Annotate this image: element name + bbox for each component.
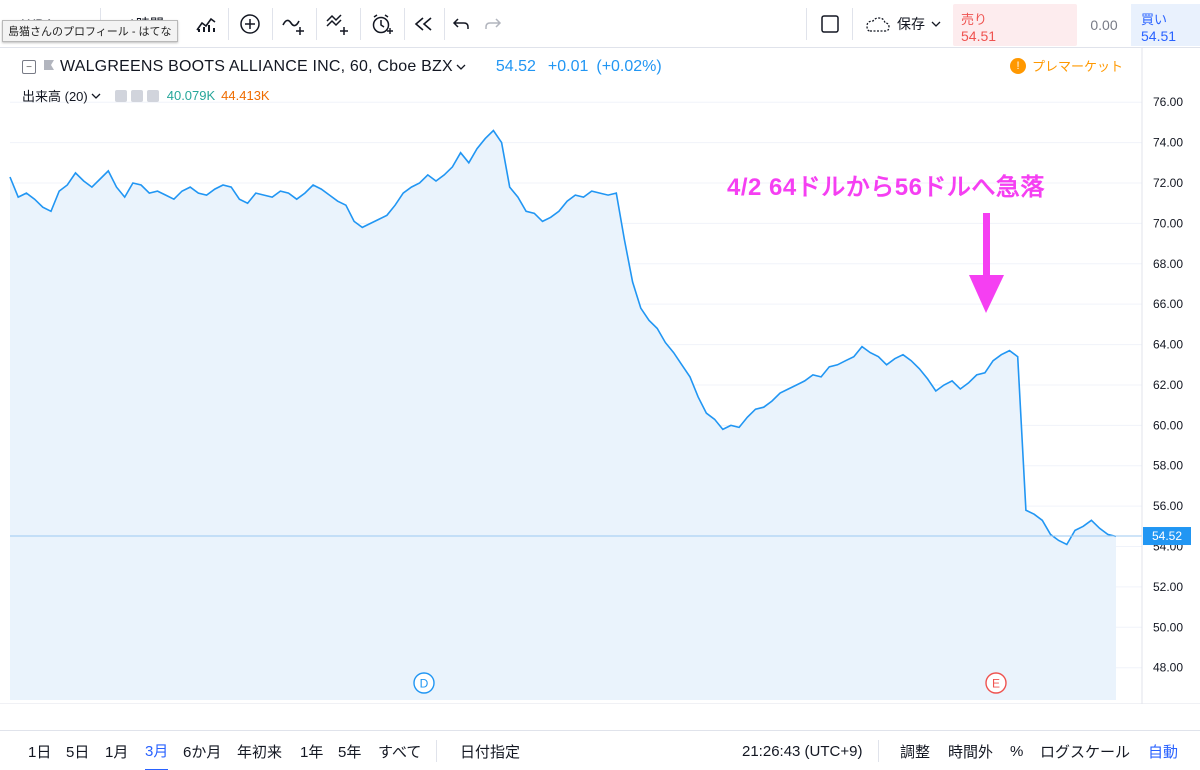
replay-icon[interactable] <box>406 0 442 48</box>
range-ytd[interactable]: 年初来 <box>237 743 283 761</box>
range-all[interactable]: すべて <box>378 743 422 761</box>
event-marker-label: D <box>420 677 429 691</box>
strategy-icon[interactable] <box>318 0 358 48</box>
volume-value: 40.079K <box>166 88 216 103</box>
sell-button[interactable]: 売り 54.51 <box>953 4 1077 46</box>
price-chart[interactable]: 48.0050.0052.0054.0056.0058.0060.0062.00… <box>0 48 1200 704</box>
price-area-fill <box>10 130 1116 700</box>
range-3m[interactable]: 3月 <box>145 731 169 770</box>
spread-value: 0.00 <box>1090 17 1118 33</box>
event-marker-circle <box>985 672 1007 694</box>
range-1y[interactable]: 1年 <box>300 743 324 761</box>
annotation-text: 4/2 64ドルから56ドルへ急落 <box>727 174 1045 201</box>
volume-ma-value: 44.413K <box>221 88 270 103</box>
undo-icon[interactable] <box>446 0 476 48</box>
settings-icon[interactable] <box>130 89 143 102</box>
price-tick-label: 64.00 <box>1153 338 1183 352</box>
volume-label: 出来高 (20) <box>22 89 88 104</box>
bottom-divider <box>878 740 879 762</box>
alert-clock-icon[interactable] <box>362 0 402 48</box>
range-1d[interactable]: 1日 <box>28 743 52 761</box>
price-tick-label: 68.00 <box>1153 257 1183 271</box>
toolbar-divider <box>228 8 229 40</box>
adjust-toggle[interactable]: 調整 <box>900 743 931 761</box>
bottom-toolbar: 1日 5日 1月 3月 6か月 年初来 1年 5年 すべて 日付指定 21:26… <box>0 730 1200 770</box>
legend-title: WALGREENS BOOTS ALLIANCE INC, 60, Cboe B… <box>60 58 453 75</box>
legend-change: +0.01 <box>547 58 589 75</box>
chevron-down-icon <box>931 21 941 27</box>
price-tick-label: 60.00 <box>1153 418 1183 432</box>
range-5y[interactable]: 5年 <box>338 743 362 761</box>
price-tick-label: 72.00 <box>1153 176 1183 190</box>
chevron-down-icon[interactable] <box>456 63 466 71</box>
range-5d[interactable]: 5日 <box>66 743 90 761</box>
annotation-arrow <box>969 213 1004 313</box>
close-icon[interactable] <box>146 89 159 102</box>
price-tick-label: 62.00 <box>1153 378 1183 392</box>
buy-label: 買い <box>1141 12 1168 27</box>
arrow-head <box>969 275 1004 313</box>
price-axis: 48.0050.0052.0054.0056.0058.0060.0062.00… <box>1141 48 1191 704</box>
buy-button[interactable]: 買い 54.51 <box>1131 4 1200 46</box>
top-toolbar: WBA 1時間 保存 売り 54.51 0.0 <box>0 0 1200 48</box>
legend-collapse-icon[interactable]: − <box>22 60 36 74</box>
price-tick-label: 56.00 <box>1153 499 1183 513</box>
price-tick-label: 70.00 <box>1153 216 1183 230</box>
premarket-icon: ! <box>1010 57 1026 74</box>
volume-legend: 出来高 (20) 40.079K 44.413K <box>22 86 270 105</box>
price-tick-label: 74.00 <box>1153 136 1183 150</box>
last-price-badge <box>1143 527 1191 546</box>
sell-price: 54.51 <box>961 28 997 44</box>
price-tick-label: 76.00 <box>1153 95 1183 109</box>
indicators-icon[interactable] <box>274 0 314 48</box>
price-tick-label: 52.00 <box>1153 580 1183 594</box>
range-1m[interactable]: 1月 <box>105 743 129 761</box>
premarket-label: プレマーケット <box>1032 59 1124 74</box>
event-marker-circle <box>413 672 435 694</box>
range-6m[interactable]: 6か月 <box>183 743 222 761</box>
toolbar-divider <box>806 8 807 40</box>
legend-price: 54.52 <box>495 58 536 75</box>
chevron-down-icon[interactable] <box>91 92 101 100</box>
sell-label: 売り <box>961 12 988 27</box>
toolbar-divider <box>272 8 273 40</box>
cloud-icon <box>866 17 890 32</box>
flag-icon <box>44 60 54 70</box>
price-tick-label: 58.00 <box>1153 459 1183 473</box>
fullscreen-square-icon[interactable] <box>812 0 848 48</box>
legend-change-percent: (+0.02%) <box>596 58 662 75</box>
price-line <box>9 129 1117 546</box>
percent-toggle[interactable]: % <box>1010 742 1024 760</box>
price-tick-label: 48.00 <box>1153 661 1183 675</box>
chart-style-icon[interactable] <box>186 0 226 48</box>
last-price-label: 54.52 <box>1152 529 1182 543</box>
toolbar-divider <box>360 8 361 40</box>
compare-add-icon[interactable] <box>230 0 270 48</box>
eye-icon[interactable] <box>114 89 127 102</box>
clock-time[interactable]: 21:26:43 (UTC+9) <box>742 742 863 760</box>
profile-tooltip: 島猫さんのプロフィール - はてな <box>2 20 178 42</box>
toolbar-divider <box>316 8 317 40</box>
price-tick-label: 50.00 <box>1153 620 1183 634</box>
auto-scale-toggle[interactable]: 自動 <box>1148 743 1179 761</box>
buy-price: 54.51 <box>1141 28 1177 44</box>
chart-legend: − WALGREENS BOOTS ALLIANCE INC, 60, Cboe… <box>22 56 662 78</box>
log-scale-toggle[interactable]: ログスケール <box>1040 743 1131 761</box>
price-tick-label: 66.00 <box>1153 297 1183 311</box>
save-label: 保存 <box>897 16 925 32</box>
toolbar-divider <box>852 8 853 40</box>
save-button[interactable]: 保存 <box>856 0 948 48</box>
toolbar-divider <box>404 8 405 40</box>
event-marker-label: E <box>992 677 1000 691</box>
toolbar-divider <box>444 8 445 40</box>
extended-hours-toggle[interactable]: 時間外 <box>948 743 994 761</box>
arrow-shaft <box>983 213 990 279</box>
date-range-button[interactable]: 日付指定 <box>460 743 521 761</box>
redo-icon[interactable] <box>478 0 508 48</box>
premarket-badge[interactable]: ! プレマーケット <box>1010 56 1123 75</box>
bottom-divider <box>436 740 437 762</box>
